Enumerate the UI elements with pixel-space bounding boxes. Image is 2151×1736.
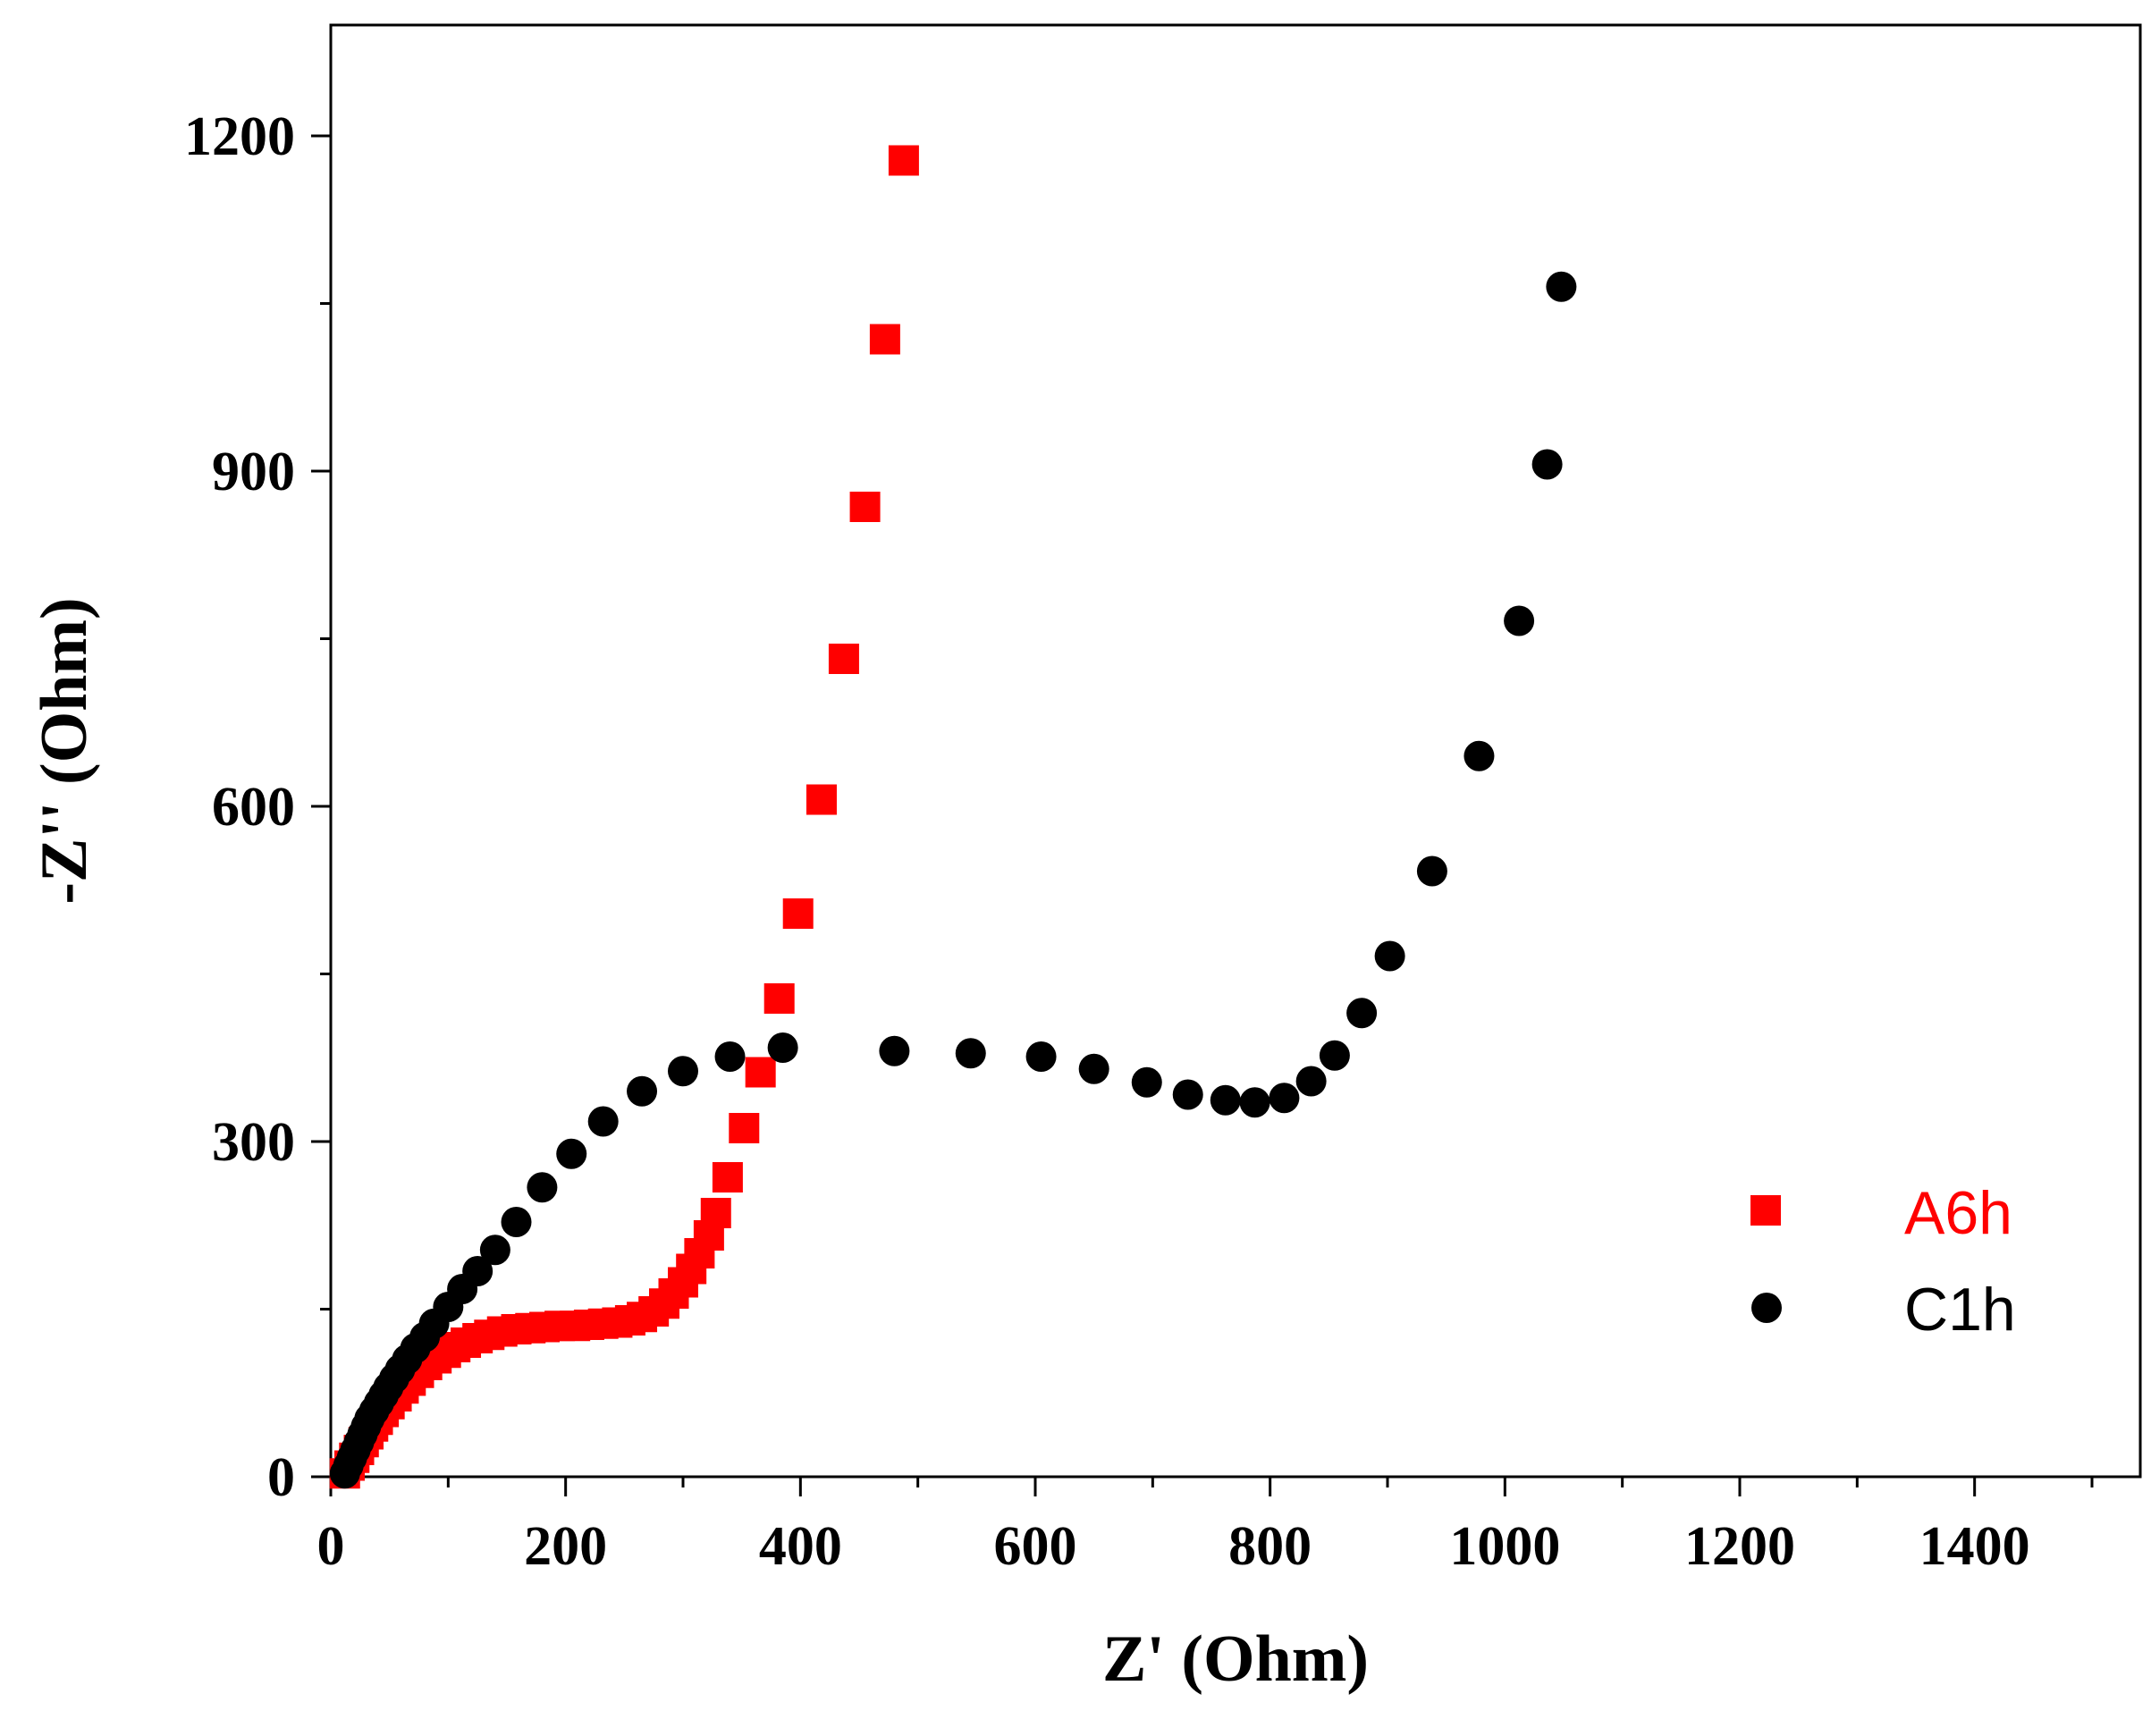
x-tick-label: 200: [524, 1516, 607, 1577]
point-c1h: [767, 1032, 798, 1063]
point-c1h: [587, 1106, 619, 1137]
y-axis-ticks: 0 300 600 900 1200: [184, 106, 331, 1508]
legend-marker-a6h: [1750, 1195, 1781, 1226]
x-tick-label: 800: [1228, 1516, 1312, 1577]
point-c1h: [714, 1041, 746, 1072]
point-c1h: [1531, 449, 1563, 480]
x-axis-title: Z' (Ohm): [1102, 1622, 1369, 1696]
point-c1h: [527, 1172, 558, 1203]
point-c1h: [1504, 605, 1535, 636]
y-axis-title: -Z'' (Ohm): [28, 597, 101, 904]
plot-area-frame: [329, 23, 2142, 1479]
point-a6h: [763, 983, 795, 1014]
point-c1h: [479, 1235, 510, 1266]
point-a6h: [888, 145, 919, 176]
point-a6h: [712, 1162, 743, 1192]
point-c1h: [1464, 740, 1495, 771]
x-tick-label: 0: [317, 1516, 345, 1577]
x-tick-label: 600: [994, 1516, 1077, 1577]
point-a6h: [782, 898, 814, 929]
y-tick-label: 0: [267, 1447, 295, 1508]
point-c1h: [1346, 998, 1378, 1029]
point-c1h: [1172, 1079, 1203, 1110]
y-tick-label: 600: [212, 777, 295, 838]
point-c1h: [627, 1075, 658, 1107]
point-c1h: [1131, 1066, 1162, 1098]
y-tick-label: 300: [212, 1112, 295, 1173]
point-c1h: [1546, 271, 1577, 302]
point-a6h: [828, 644, 859, 674]
data-series: [329, 145, 1577, 1489]
point-a6h: [700, 1198, 731, 1228]
series-a6h: [329, 145, 919, 1489]
x-tick-label: 400: [759, 1516, 842, 1577]
point-c1h: [1295, 1066, 1327, 1097]
point-c1h: [1416, 855, 1447, 887]
legend-label-c1h: C1h: [1904, 1276, 2016, 1344]
point-c1h: [1239, 1087, 1270, 1118]
point-c1h: [1210, 1084, 1241, 1116]
series-c1h: [329, 271, 1577, 1489]
point-c1h: [668, 1056, 698, 1087]
x-axis-ticks: 0 200 400 600 800 1000 1200 1400: [317, 1477, 2094, 1577]
point-a6h: [849, 492, 881, 522]
point-a6h: [869, 324, 900, 355]
legend-label-a6h: A6h: [1904, 1179, 2012, 1247]
point-c1h: [955, 1038, 986, 1069]
point-a6h: [745, 1057, 776, 1088]
legend-marker-c1h: [1751, 1293, 1782, 1323]
point-c1h: [1269, 1083, 1300, 1114]
point-c1h: [1374, 940, 1405, 972]
point-c1h: [501, 1207, 532, 1237]
y-tick-label: 900: [212, 442, 295, 502]
legend: A6h C1h: [1750, 1179, 2016, 1344]
point-c1h: [556, 1138, 587, 1169]
point-c1h: [462, 1256, 493, 1286]
x-tick-label: 1400: [1919, 1516, 2030, 1577]
y-tick-label: 1200: [184, 106, 295, 167]
point-c1h: [1025, 1041, 1057, 1072]
x-tick-label: 1200: [1684, 1516, 1795, 1577]
point-a6h: [729, 1113, 760, 1143]
point-a6h: [806, 784, 837, 815]
point-c1h: [879, 1035, 910, 1066]
point-c1h: [1078, 1053, 1109, 1084]
point-c1h: [1319, 1040, 1350, 1071]
x-tick-label: 1000: [1449, 1516, 1560, 1577]
